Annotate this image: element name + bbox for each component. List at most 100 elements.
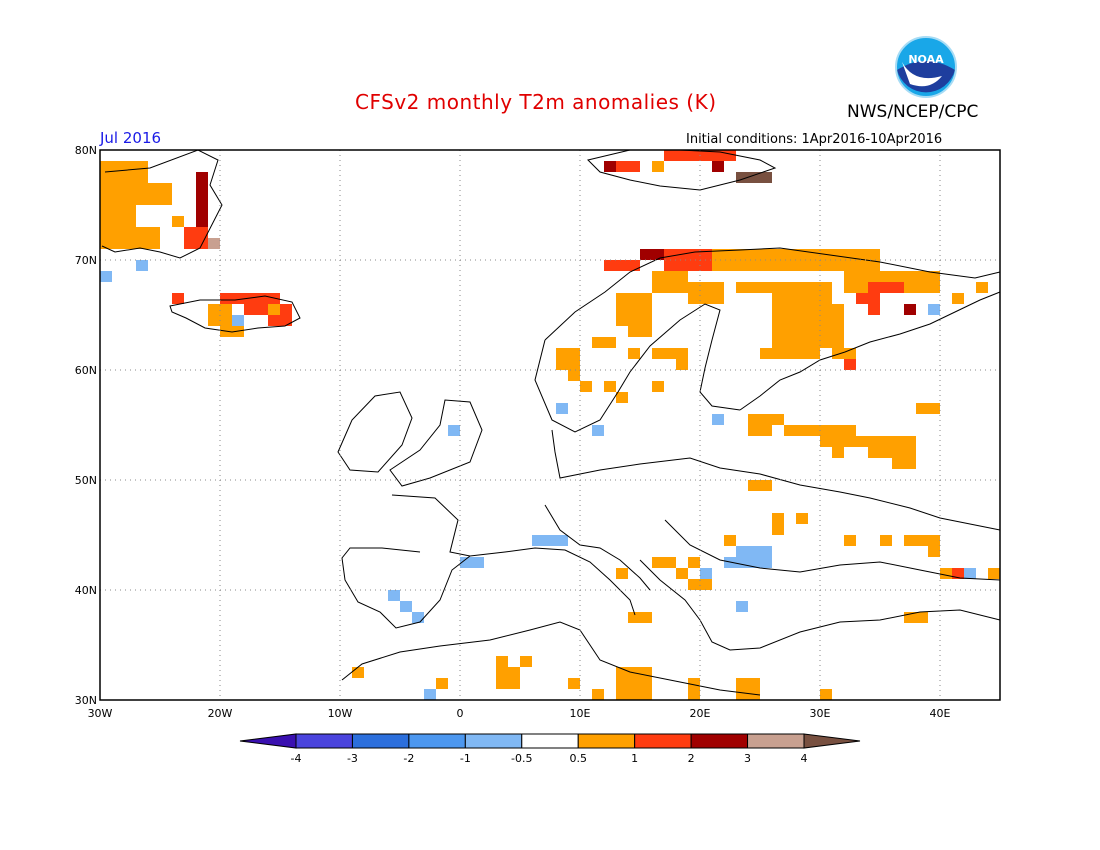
initial-conditions: Initial conditions: 1Apr2016-10Apr2016 (686, 132, 943, 147)
longitude-tick-label: 40E (930, 707, 951, 720)
anomaly-cell (700, 568, 712, 579)
latitude-tick-label: 50N (75, 474, 97, 487)
anomaly-cell (496, 656, 508, 689)
colorbar-segment (747, 733, 805, 749)
anomaly-cell (820, 282, 832, 304)
anomaly-cell (556, 348, 580, 370)
anomaly-cell (184, 227, 208, 249)
chart-title: CFSv2 monthly T2m anomalies (K) (355, 90, 717, 114)
colorbar-tick-label: -3 (347, 752, 358, 765)
anomaly-cell (592, 689, 604, 700)
anomaly-cell (784, 425, 820, 436)
anomaly-cell (736, 172, 772, 183)
anomaly-cell (688, 282, 724, 304)
forecast-month: Jul 2016 (100, 129, 162, 147)
colorbar-segment (351, 733, 410, 749)
noaa-logo-icon: NOAA (895, 36, 957, 98)
anomaly-cell (616, 161, 640, 172)
anomaly-cell (928, 535, 940, 557)
anomaly-cell (904, 304, 916, 315)
anomaly-cell (652, 557, 676, 568)
anomaly-cell (520, 656, 532, 667)
anomaly-cell (628, 348, 640, 359)
colorbar-tick-label: 3 (744, 752, 751, 765)
colorbar-segment (464, 733, 523, 749)
anomaly-cell (772, 513, 784, 535)
anomaly-cell (832, 348, 856, 359)
longitude-tick-label: 20E (690, 707, 711, 720)
latitude-tick-label: 30N (75, 694, 97, 707)
anomaly-cell (952, 293, 964, 304)
anomaly-cell (736, 282, 772, 293)
anomaly-cell (616, 293, 652, 326)
anomaly-cell (400, 601, 412, 612)
anomaly-cell (268, 304, 280, 315)
anomaly-cell (904, 612, 928, 623)
longitude-tick-label: 10W (328, 707, 353, 720)
anomaly-cell (652, 348, 688, 359)
colorbar-low-arrow (239, 733, 297, 749)
anomaly-cell (928, 304, 940, 315)
anomaly-cell (760, 348, 772, 359)
anomaly-cell (796, 513, 808, 524)
anomaly-cell (424, 689, 436, 700)
anomaly-cell (880, 535, 892, 546)
anomaly-cell (280, 304, 292, 315)
anomaly-cell (688, 678, 700, 700)
colorbar-legend (239, 733, 861, 749)
anomaly-cell (172, 293, 184, 304)
anomaly-cell (616, 667, 652, 700)
coastlines (101, 149, 1001, 696)
anomaly-cell (232, 315, 244, 326)
anomaly-cell (640, 249, 664, 260)
anomaly-cell (616, 568, 628, 579)
colorbar-tick-label: -2 (403, 752, 414, 765)
anomaly-cell (856, 293, 880, 304)
anomaly-cell (724, 535, 736, 546)
anomaly-cell (532, 535, 568, 546)
colorbar-segment (521, 733, 579, 749)
anomaly-cell (772, 414, 784, 425)
anomaly-cell (100, 271, 112, 282)
anomaly-cell (412, 612, 424, 623)
colorbar-segment (577, 733, 636, 749)
colorbar-tick-label: -0.5 (511, 752, 532, 765)
latitude-tick-label: 60N (75, 364, 97, 377)
anomaly-cell (748, 414, 772, 436)
latitude-tick-label: 80N (75, 144, 97, 157)
anomaly-cell (676, 359, 688, 370)
colorbar-labels: -4 -3 -2 -1 -0.5 0.5 1 2 3 4 (291, 752, 808, 765)
anomaly-cell (700, 579, 712, 590)
anomaly-cell (652, 381, 664, 392)
anomaly-cell (964, 568, 976, 579)
anomaly-cell (988, 568, 1000, 579)
anomaly-cell (736, 601, 748, 612)
anomaly-cell (652, 271, 688, 293)
colorbar-tick-label: 1 (631, 752, 638, 765)
anomaly-cell (628, 612, 652, 623)
anomaly-cell (388, 590, 400, 601)
anomaly-cell (844, 359, 856, 370)
anomaly-cell (556, 403, 568, 414)
anomaly-cell (100, 205, 136, 249)
longitude-tick-label: 0 (457, 707, 464, 720)
map-frame (99, 149, 1001, 701)
anomaly-cell (820, 425, 856, 447)
anomaly-cell (604, 161, 616, 172)
anomaly-cell (652, 161, 664, 172)
anomaly-cell (856, 436, 868, 447)
anomaly-cell (976, 282, 988, 293)
anomaly-cell (592, 425, 604, 436)
anomaly-cell (100, 161, 148, 205)
colorbar-tick-label: 4 (801, 752, 808, 765)
colorbar-segment (634, 733, 692, 749)
longitude-tick-label: 30E (810, 707, 831, 720)
anomaly-cell (940, 568, 952, 579)
anomaly-cell (448, 425, 460, 436)
anomaly-cell (736, 546, 772, 568)
anomaly-cell (352, 667, 364, 678)
longitude-tick-label: 30W (88, 707, 113, 720)
colorbar-segment (690, 733, 749, 749)
anomaly-cell (196, 172, 208, 238)
